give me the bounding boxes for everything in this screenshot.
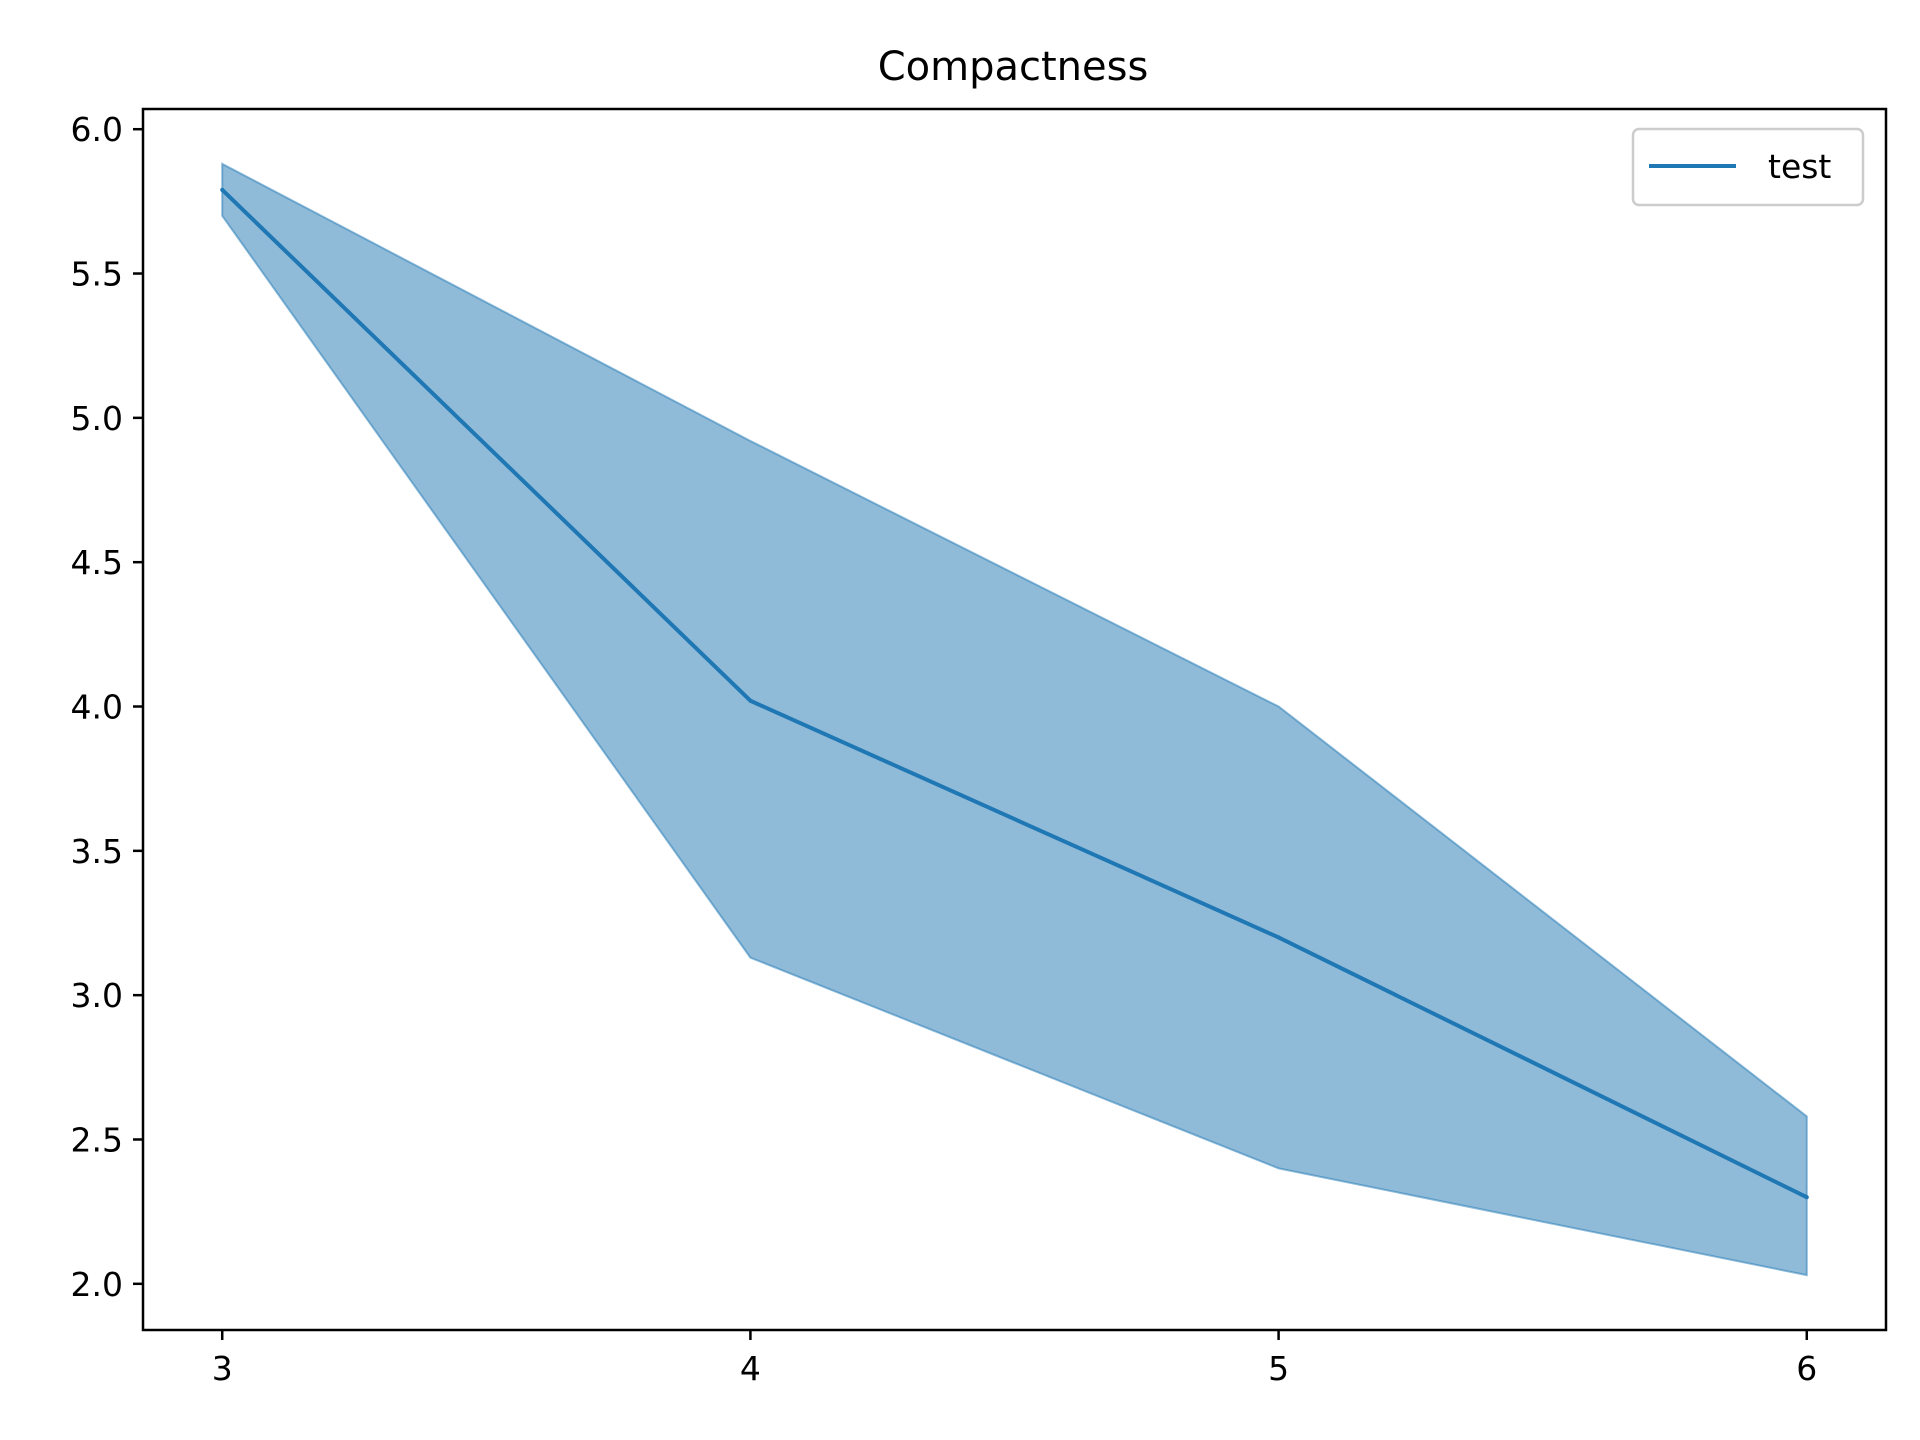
plot-area [220,162,1809,1277]
y-tick-label: 2.0 [71,1265,123,1304]
y-tick-label: 6.0 [71,110,123,149]
legend-label-test: test [1768,147,1831,186]
legend-box [1631,127,1865,207]
y-tick-label: 3.0 [71,976,123,1015]
x-axis: 3 4 5 6 [212,1330,1817,1388]
x-tick-label: 4 [740,1349,761,1388]
y-tick-label: 5.5 [71,255,123,294]
legend: test [1631,127,1865,207]
y-tick-label: 2.5 [71,1120,123,1159]
confidence-band [221,162,1808,1277]
data-point [748,698,753,703]
y-tick-label: 3.5 [71,832,123,871]
x-tick-label: 3 [212,1349,233,1388]
y-tick-label: 5.0 [71,399,123,438]
axes-frame [141,107,1888,1332]
data-point [1276,935,1281,940]
data-point [1804,1195,1809,1200]
data-point [220,187,225,192]
x-tick-label: 6 [1796,1349,1817,1388]
x-tick-label: 5 [1268,1349,1289,1388]
series-line-test [220,188,1808,1200]
y-tick-label: 4.0 [71,688,123,727]
y-tick-label: 4.5 [71,543,123,582]
y-axis: 2.0 2.5 3.0 3.5 4.0 4.5 5.0 5.5 6.0 [71,110,143,1304]
chart-title: Compactness [878,44,1149,90]
